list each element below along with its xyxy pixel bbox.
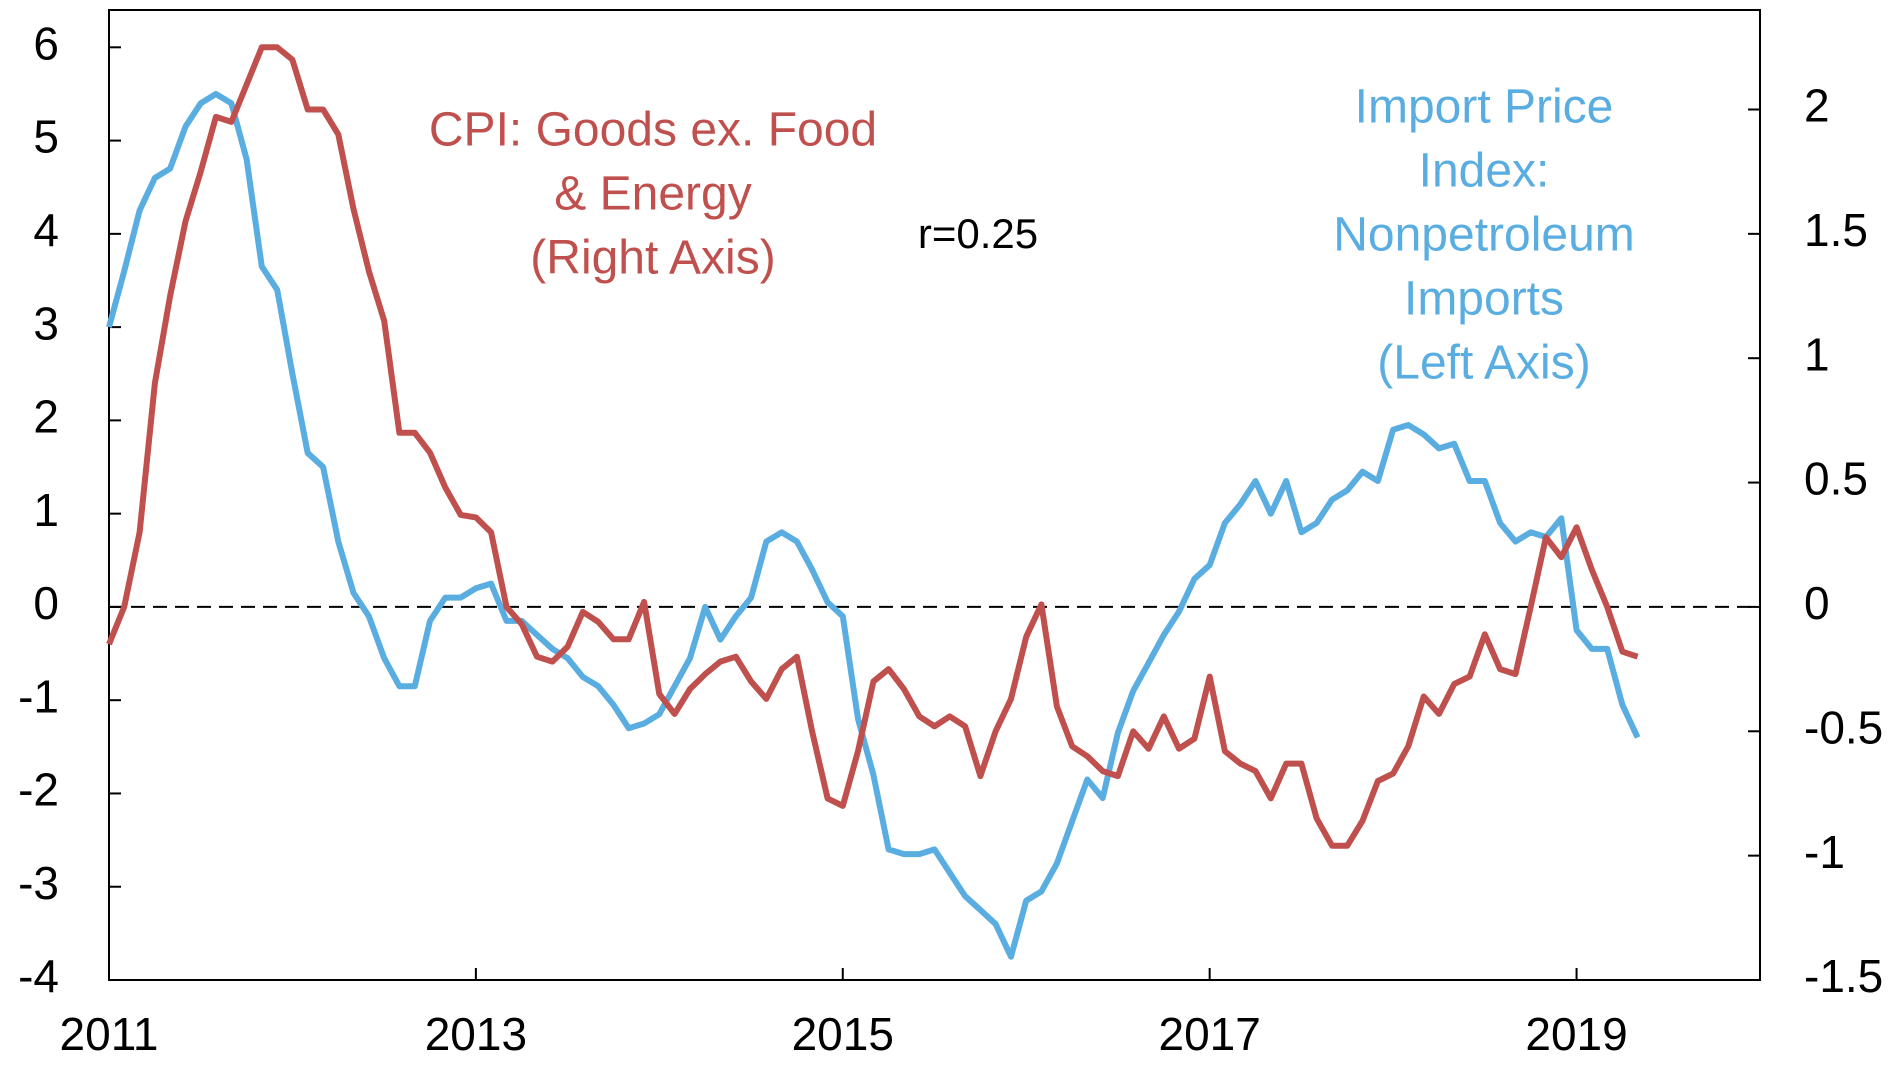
y2-tick-label: 0 — [1804, 577, 1830, 629]
y-tick-label: 0 — [33, 577, 59, 629]
annotation: Imports — [1404, 273, 1564, 326]
x-tick-label: 2015 — [792, 1008, 894, 1060]
y2-tick-label: -1.5 — [1804, 950, 1883, 1002]
y-tick-label: 6 — [33, 17, 59, 69]
x-tick-label: 2017 — [1158, 1008, 1260, 1060]
y-tick-label: 2 — [33, 391, 59, 443]
x-tick-label: 2019 — [1525, 1008, 1627, 1060]
annotation: Import Price — [1355, 81, 1614, 134]
series-line — [106, 44, 1639, 849]
annotation: r=0.25 — [918, 210, 1038, 257]
y-tick-label: -3 — [18, 857, 59, 909]
annotation: Nonpetroleum — [1333, 209, 1635, 262]
y-tick-label: 1 — [33, 484, 59, 536]
y-tick-label: -4 — [18, 950, 59, 1002]
y2-tick-label: 1.5 — [1804, 204, 1868, 256]
y-tick-label: -1 — [18, 670, 59, 722]
y-tick-label: 4 — [33, 204, 59, 256]
x-tick-label: 2011 — [60, 1008, 159, 1060]
y-tick-label: 5 — [33, 111, 59, 163]
annotation: CPI: Goods ex. Food — [429, 104, 877, 157]
annotation: (Left Axis) — [1377, 337, 1590, 390]
y-tick-label: 3 — [33, 297, 59, 349]
y2-tick-label: 1 — [1804, 328, 1830, 380]
plot-frame — [108, 9, 1761, 981]
y-tick-label: -2 — [18, 764, 59, 816]
series-line — [106, 90, 1641, 960]
annotation: Index: — [1419, 145, 1550, 198]
y2-tick-label: 0.5 — [1804, 453, 1868, 505]
annotation: (Right Axis) — [530, 232, 775, 285]
x-tick-label: 2013 — [425, 1008, 527, 1060]
annotation: & Energy — [554, 168, 751, 221]
y2-tick-label: -1 — [1804, 826, 1845, 878]
y2-tick-label: -0.5 — [1804, 701, 1883, 753]
y2-tick-label: 2 — [1804, 80, 1830, 132]
